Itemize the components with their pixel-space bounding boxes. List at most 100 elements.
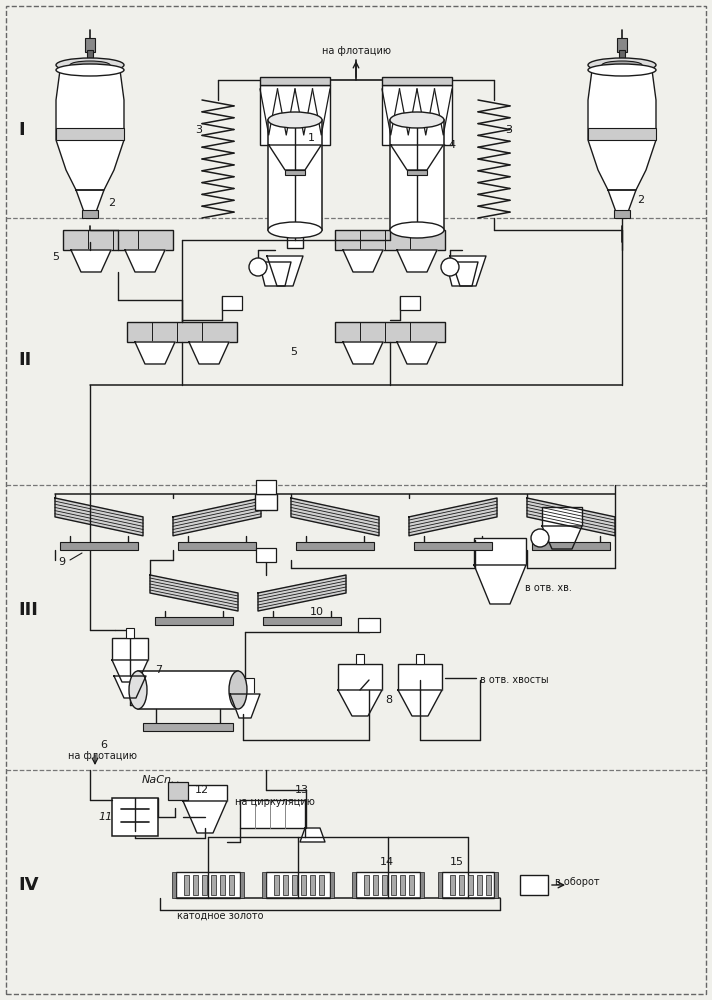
Circle shape xyxy=(531,529,549,547)
Bar xyxy=(390,120,444,230)
Bar xyxy=(178,542,256,550)
Bar xyxy=(240,678,254,702)
Bar xyxy=(352,872,356,898)
Ellipse shape xyxy=(56,58,124,72)
Text: 10: 10 xyxy=(310,607,324,617)
Bar xyxy=(268,120,322,230)
Bar xyxy=(220,875,225,895)
Ellipse shape xyxy=(602,61,642,69)
Polygon shape xyxy=(446,262,478,286)
Bar xyxy=(400,875,405,895)
Polygon shape xyxy=(183,801,227,833)
Text: в оборот: в оборот xyxy=(555,877,600,887)
Polygon shape xyxy=(71,250,111,272)
Bar xyxy=(442,872,494,898)
Ellipse shape xyxy=(588,64,656,76)
Bar xyxy=(588,128,656,140)
Polygon shape xyxy=(112,660,148,682)
Text: 6: 6 xyxy=(100,740,107,750)
Bar xyxy=(477,875,482,895)
Ellipse shape xyxy=(129,671,147,709)
Text: 11: 11 xyxy=(98,812,112,822)
Bar xyxy=(319,875,324,895)
Bar xyxy=(356,872,420,898)
Polygon shape xyxy=(409,498,497,536)
Polygon shape xyxy=(114,676,146,698)
Text: катодное золото: катодное золото xyxy=(177,911,263,921)
Polygon shape xyxy=(230,694,260,718)
Polygon shape xyxy=(135,342,175,364)
Bar xyxy=(532,542,610,550)
Text: 3: 3 xyxy=(505,125,512,135)
Polygon shape xyxy=(150,575,238,611)
Text: 3: 3 xyxy=(195,125,202,135)
Text: 15: 15 xyxy=(450,857,464,867)
Ellipse shape xyxy=(70,61,110,69)
Bar xyxy=(63,230,173,250)
Bar xyxy=(420,872,424,898)
Bar xyxy=(168,782,188,800)
Bar xyxy=(619,50,625,58)
Polygon shape xyxy=(300,828,325,842)
Bar xyxy=(382,875,387,895)
Bar xyxy=(183,785,227,801)
Polygon shape xyxy=(527,498,615,536)
Text: 9: 9 xyxy=(58,557,65,567)
Text: на флотацию: на флотацию xyxy=(68,751,137,761)
Text: на циркуляцию: на циркуляцию xyxy=(235,797,315,807)
Bar xyxy=(398,664,442,690)
Bar xyxy=(176,872,240,898)
Bar xyxy=(438,872,442,898)
Bar xyxy=(172,872,176,898)
Ellipse shape xyxy=(588,58,656,72)
Text: II: II xyxy=(18,351,31,369)
Bar xyxy=(358,618,380,632)
Polygon shape xyxy=(474,565,526,604)
Bar xyxy=(459,875,464,895)
Polygon shape xyxy=(268,145,321,170)
Bar xyxy=(409,875,414,895)
Ellipse shape xyxy=(390,222,444,238)
Bar xyxy=(240,872,244,898)
Text: в отв. хв.: в отв. хв. xyxy=(525,583,572,593)
Bar xyxy=(112,798,158,836)
Bar xyxy=(260,85,330,145)
Bar xyxy=(126,628,134,638)
Polygon shape xyxy=(343,342,383,364)
Text: 12: 12 xyxy=(195,785,209,795)
Bar xyxy=(292,875,297,895)
Polygon shape xyxy=(397,342,437,364)
Polygon shape xyxy=(588,70,656,190)
Bar xyxy=(193,875,198,895)
Bar xyxy=(222,296,242,310)
Polygon shape xyxy=(76,190,104,212)
Bar xyxy=(211,875,216,895)
Bar xyxy=(617,38,627,52)
Bar xyxy=(486,875,491,895)
Text: 13: 13 xyxy=(295,785,309,795)
Bar xyxy=(266,872,330,898)
Polygon shape xyxy=(173,498,261,536)
Bar xyxy=(494,872,498,898)
Text: 2: 2 xyxy=(108,198,115,208)
Bar xyxy=(407,170,427,175)
Bar xyxy=(82,210,98,218)
Bar xyxy=(263,617,341,625)
Bar xyxy=(260,77,330,85)
Bar xyxy=(85,38,95,52)
Bar xyxy=(285,170,305,175)
Polygon shape xyxy=(189,342,229,364)
Polygon shape xyxy=(55,498,143,536)
Polygon shape xyxy=(291,498,379,536)
Bar xyxy=(335,322,445,342)
Bar xyxy=(138,671,238,709)
Text: NaCn: NaCn xyxy=(142,775,172,785)
Text: III: III xyxy=(18,601,38,619)
Bar xyxy=(112,638,148,660)
Bar xyxy=(256,480,276,494)
Polygon shape xyxy=(398,690,442,716)
Bar xyxy=(202,875,207,895)
Bar xyxy=(400,296,420,310)
Polygon shape xyxy=(397,250,437,272)
Polygon shape xyxy=(267,256,303,286)
